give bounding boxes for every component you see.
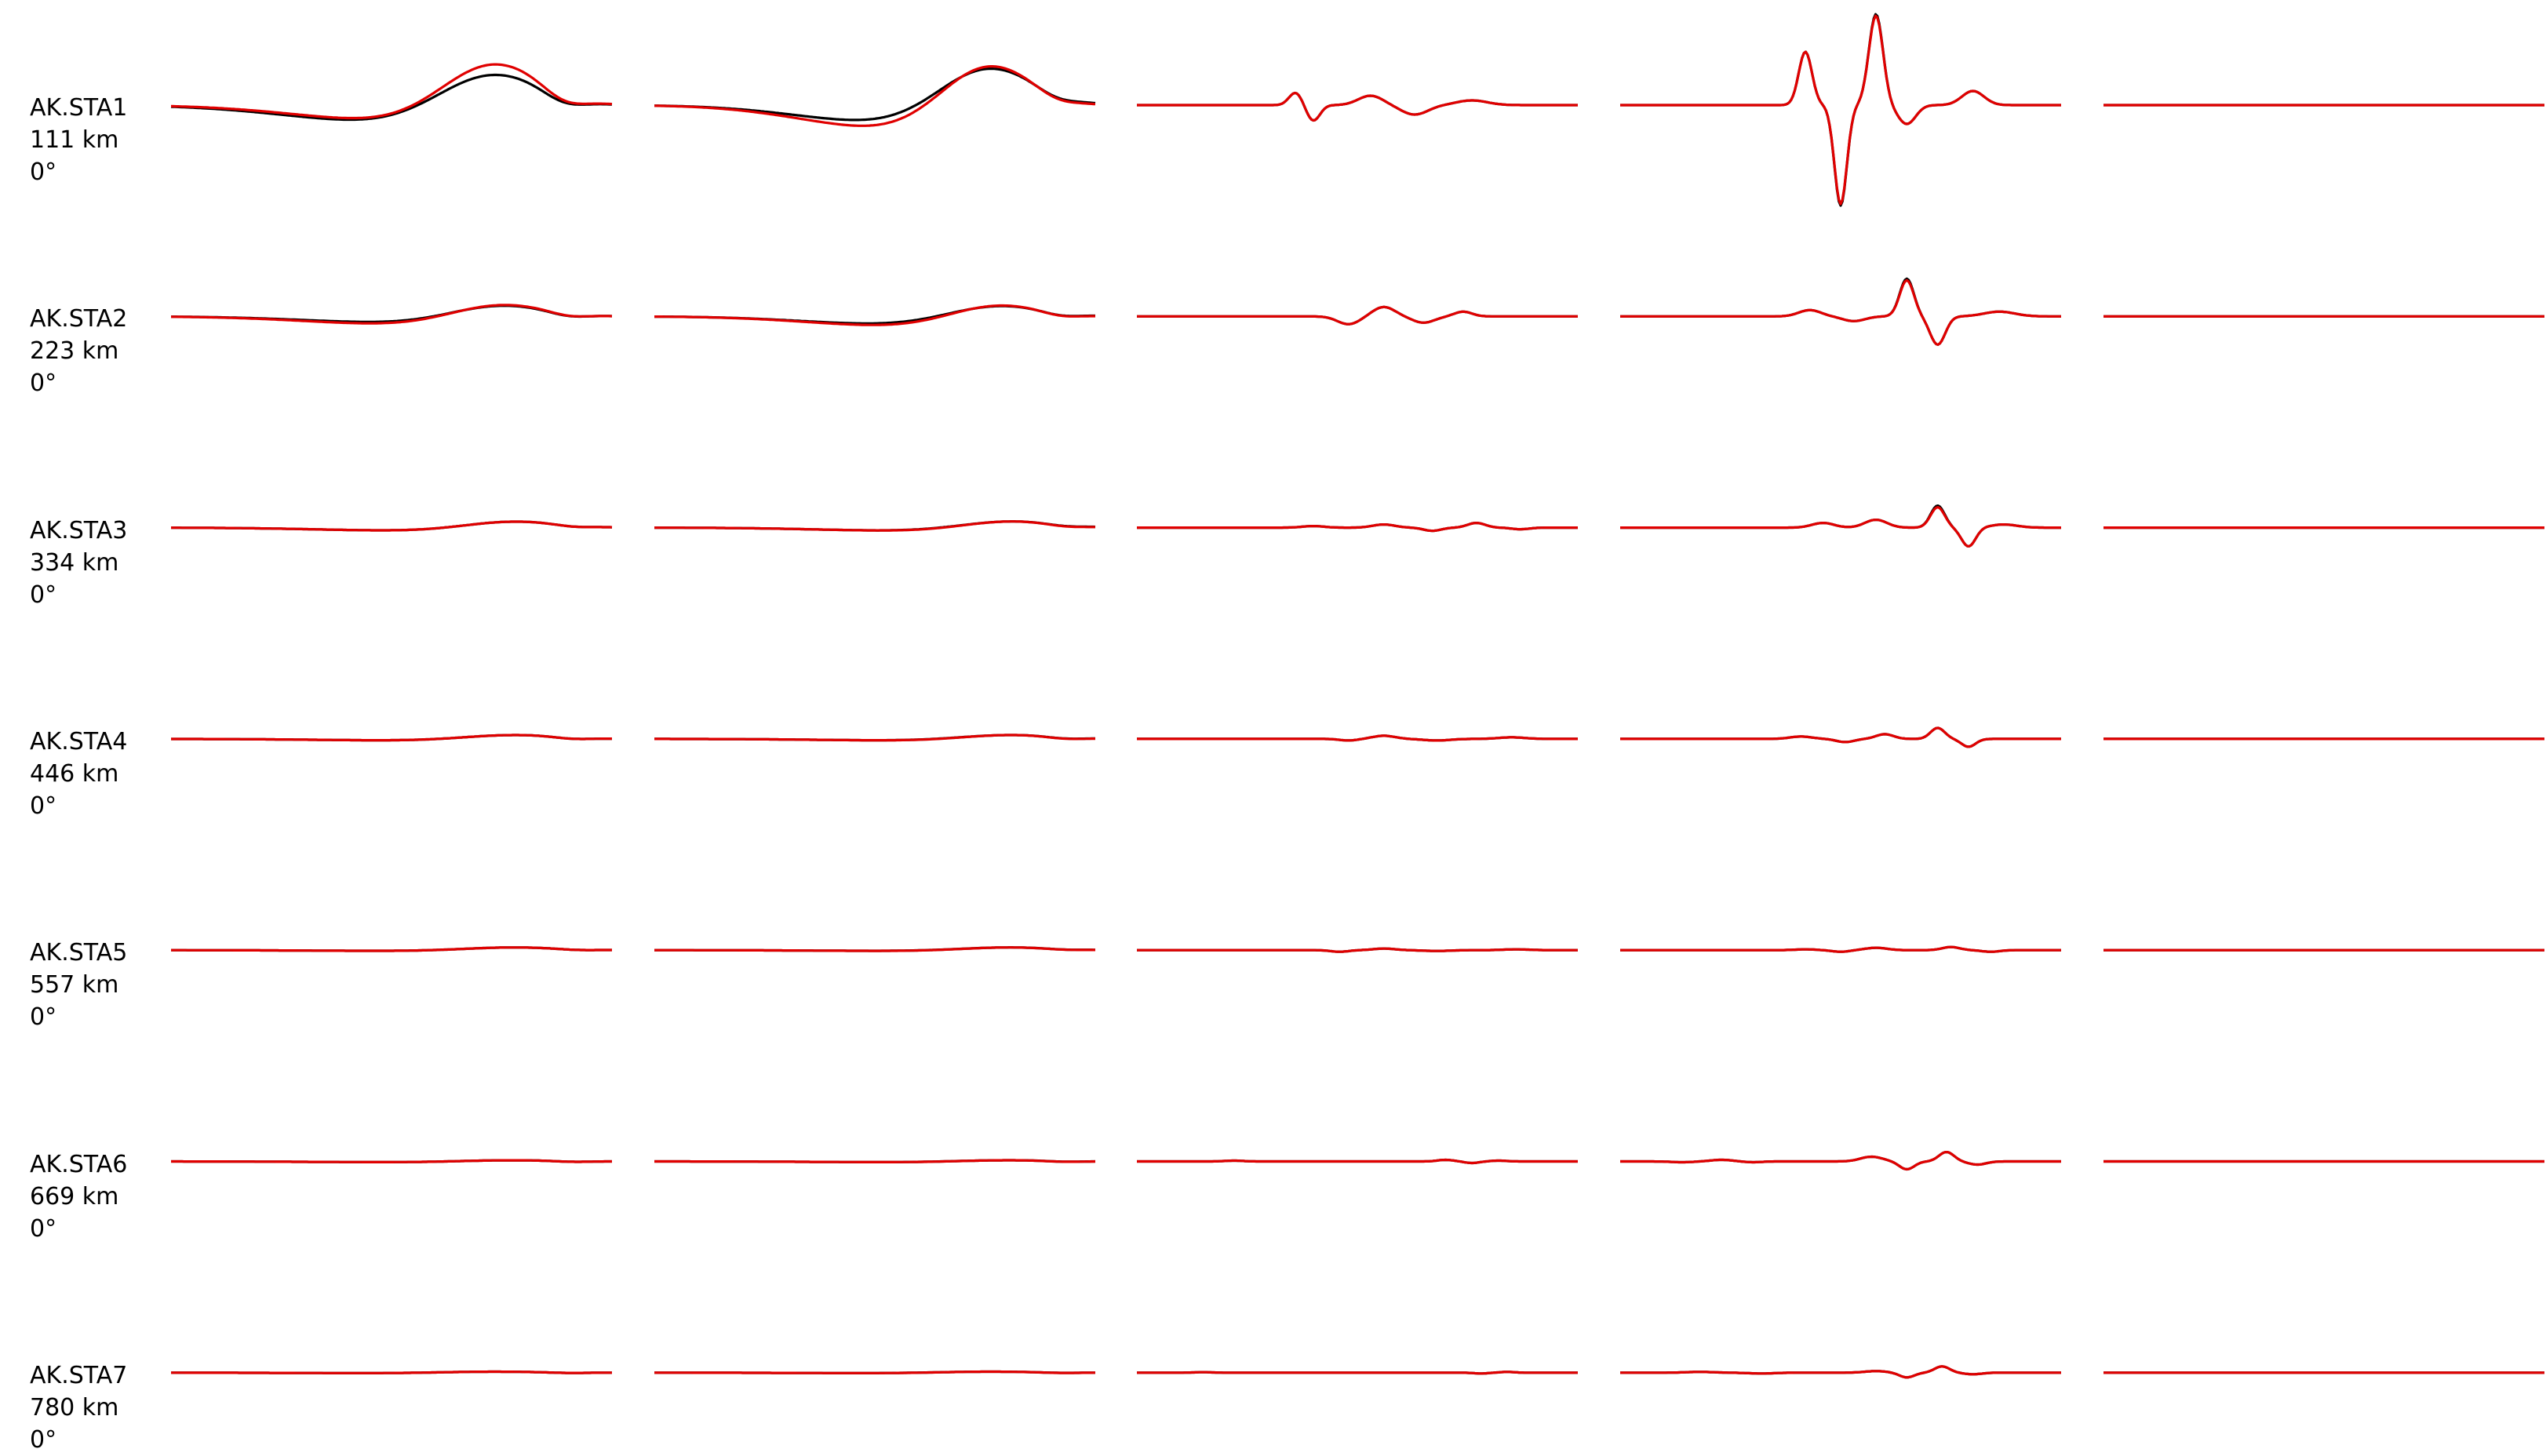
station-name: AK.STA5: [30, 939, 128, 967]
synthetic-trace: [654, 65, 1096, 127]
panel-r6-c2: [654, 1159, 1096, 1163]
station-azimuth: 0°: [30, 581, 57, 609]
synthetic-trace: [1137, 947, 1578, 953]
station-label-5: AK.STA5 557 km 0°: [30, 937, 127, 1033]
station-azimuth: 0°: [30, 158, 57, 186]
panel-r7-c2: [654, 1370, 1095, 1374]
panel-r7-c1: [171, 1370, 612, 1374]
observed-trace: [654, 67, 1096, 122]
synthetic-trace: [1620, 14, 2061, 206]
synthetic-trace: [171, 1370, 612, 1374]
synthetic-trace: [171, 946, 612, 952]
synthetic-trace: [654, 1370, 1095, 1374]
station-label-2: AK.STA2 223 km 0°: [30, 303, 127, 399]
observed-trace: [1620, 13, 2061, 207]
synthetic-trace: [1620, 945, 2061, 953]
synthetic-trace: [1137, 305, 1578, 326]
station-distance: 111 km: [30, 126, 119, 154]
panel-r1-c1: [170, 63, 613, 122]
station-label-4: AK.STA4 446 km 0°: [30, 726, 127, 822]
synthetic-trace: [1137, 1158, 1578, 1165]
station-distance: 334 km: [30, 548, 119, 577]
station-distance: 446 km: [30, 759, 119, 788]
observed-trace: [1620, 726, 2061, 748]
synthetic-trace: [654, 946, 1095, 952]
panel-r6-c4: [1620, 1151, 2061, 1171]
panel-r7-c4: [1620, 1365, 2061, 1379]
observed-trace: [171, 304, 613, 323]
panel-r2-c2: [654, 304, 1095, 326]
synthetic-trace: [171, 304, 612, 325]
panel-r5-c2: [654, 946, 1095, 952]
synthetic-trace: [654, 520, 1095, 532]
panel-r5-c1: [171, 946, 612, 952]
station-name: AK.STA7: [30, 1361, 128, 1389]
synthetic-trace: [654, 1159, 1096, 1163]
station-name: AK.STA3: [30, 516, 128, 544]
synthetic-trace: [1137, 522, 1578, 533]
observed-trace: [170, 73, 613, 122]
station-label-7: AK.STA7 780 km 0°: [30, 1360, 127, 1456]
panel-r2-c1: [171, 304, 613, 325]
synthetic-trace: [171, 733, 612, 742]
synthetic-trace: [1137, 734, 1578, 742]
panel-r4-c1: [171, 733, 612, 742]
station-label-3: AK.STA3 334 km 0°: [30, 515, 127, 611]
observed-trace: [1137, 91, 1578, 122]
synthetic-trace: [654, 304, 1095, 326]
panel-r3-c4: [1620, 504, 2061, 548]
station-distance: 223 km: [30, 337, 119, 366]
synthetic-trace: [1620, 1365, 2061, 1379]
panel-r7-c3: [1137, 1370, 1578, 1375]
panel-r1-c2: [654, 65, 1096, 127]
panel-r1-c3: [1137, 91, 1578, 122]
synthetic-trace: [654, 733, 1095, 742]
station-distance: 669 km: [30, 1182, 119, 1210]
station-name: AK.STA1: [30, 94, 128, 122]
station-azimuth: 0°: [30, 792, 57, 820]
synthetic-trace: [171, 520, 613, 532]
station-name: AK.STA2: [30, 305, 128, 333]
station-azimuth: 0°: [30, 369, 57, 398]
panel-r6-c1: [171, 1159, 612, 1163]
station-azimuth: 0°: [30, 1003, 57, 1032]
panel-r4-c2: [654, 733, 1095, 742]
synthetic-trace: [1620, 506, 2061, 548]
station-distance: 557 km: [30, 971, 119, 999]
station-name: AK.STA4: [30, 727, 128, 755]
panel-r3-c2: [654, 520, 1096, 532]
panel-r4-c4: [1620, 726, 2061, 748]
synthetic-trace: [1620, 1151, 2061, 1171]
panel-r2-c3: [1137, 305, 1578, 326]
panel-r3-c1: [171, 520, 613, 532]
station-label-6: AK.STA6 669 km 0°: [30, 1148, 127, 1245]
synthetic-trace: [1620, 726, 2061, 748]
station-azimuth: 0°: [30, 1214, 57, 1243]
panel-r1-c4: [1620, 13, 2061, 207]
synthetic-trace: [1620, 278, 2061, 346]
station-name: AK.STA6: [30, 1150, 128, 1178]
panel-r5-c4: [1620, 945, 2061, 953]
panel-r6-c3: [1137, 1158, 1578, 1165]
panel-r5-c3: [1137, 947, 1578, 953]
station-label-1: AK.STA1 111 km 0°: [30, 92, 127, 188]
panel-r2-c4: [1620, 277, 2061, 346]
synthetic-trace: [171, 1159, 612, 1163]
station-azimuth: 0°: [30, 1425, 57, 1454]
station-distance: 780 km: [30, 1393, 119, 1421]
panel-r4-c3: [1137, 734, 1578, 742]
synthetic-trace: [1137, 91, 1578, 122]
synthetic-trace: [1137, 1370, 1578, 1375]
panel-r3-c3: [1137, 522, 1578, 533]
synthetic-trace: [171, 63, 613, 120]
